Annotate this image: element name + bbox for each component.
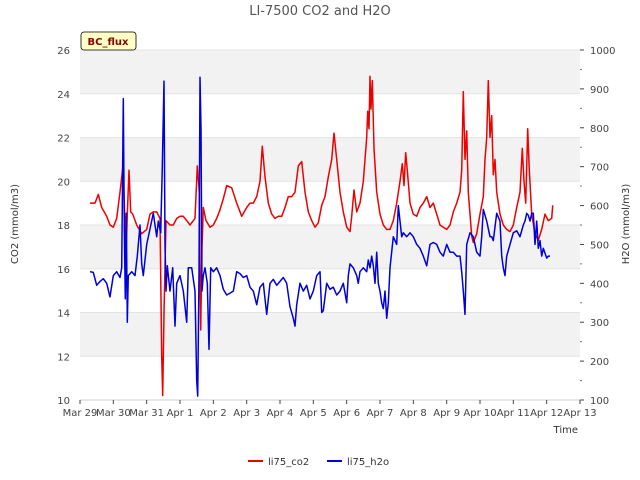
legend-label-h2o: li75_h2o <box>347 457 389 468</box>
y-tick-label: 16 <box>57 265 70 276</box>
x-tick-label: Apr 10 <box>463 408 496 419</box>
y2-tick-label: 200 <box>590 357 609 368</box>
y2-tick-label: 300 <box>590 318 609 329</box>
chart-title: LI-7500 CO2 and H2O <box>249 4 391 19</box>
x-tick-label: Apr 9 <box>433 408 460 419</box>
series-line-li75_h2o <box>89 76 550 397</box>
x-tick-label: Apr 11 <box>497 408 530 419</box>
x-tick-label: Mar 30 <box>96 408 131 419</box>
y2-tick-label: 400 <box>590 279 609 290</box>
x-tick-label: Apr 6 <box>333 408 360 419</box>
y-tick-label: 14 <box>57 309 70 320</box>
x-tick-label: Apr 12 <box>530 408 563 419</box>
series-line-li75_co2 <box>90 75 554 397</box>
x-tick-label: Apr 2 <box>200 408 227 419</box>
y-tick-label: 20 <box>57 177 70 188</box>
y-tick-label: 10 <box>57 396 70 407</box>
series-layer <box>89 75 554 397</box>
y2-tick-label: 800 <box>590 124 609 135</box>
flux-badge-box <box>80 31 137 51</box>
y-tick-label: 22 <box>57 134 70 145</box>
y-tick-label: 12 <box>57 352 70 363</box>
y2-tick-label: 500 <box>590 240 609 251</box>
x-tick-label: Apr 13 <box>563 408 596 419</box>
y-tick-label: 24 <box>57 90 70 101</box>
tick-labels: 10 12 14 16 18 20 22 24 26 100 200 300 400 500 600 700 8… <box>57 46 615 419</box>
x-axis-title: Time <box>553 425 578 436</box>
flux-badge-label: BC_flux <box>88 37 129 48</box>
legend-label-co2: li75_co2 <box>268 457 309 468</box>
flux-badge: BC_flux <box>80 31 137 51</box>
x-tick-label: Apr 3 <box>233 408 260 419</box>
y2-tick-label: 700 <box>590 163 609 174</box>
grid-band <box>80 225 580 269</box>
grid-band <box>80 137 580 182</box>
grid-band <box>80 312 580 357</box>
y2-axis-title: H2O (mmol/m3) <box>621 184 632 265</box>
x-tick-label: Apr 4 <box>267 408 294 419</box>
x-tick-label: Apr 1 <box>167 408 194 419</box>
y-tick-label: 18 <box>57 221 70 232</box>
y2-tick-label: 100 <box>590 396 609 407</box>
y-tick-label: 26 <box>57 46 70 57</box>
grid-band <box>80 50 580 94</box>
x-tick-label: Mar 31 <box>129 408 164 419</box>
y-axis-title: CO2 (mmol/m3) <box>10 184 21 264</box>
legend: li75_co2 li75_h2o <box>248 457 389 468</box>
y2-tick-label: 1000 <box>590 46 615 57</box>
x-tick-label: Mar 29 <box>63 408 98 419</box>
x-tick-label: Apr 8 <box>400 408 427 419</box>
y2-tick-label: 600 <box>590 202 609 213</box>
x-tick-label: Apr 7 <box>367 408 394 419</box>
grid-bands <box>80 50 580 357</box>
x-tick-label: Apr 5 <box>300 408 327 419</box>
y2-tick-label: 900 <box>590 85 609 96</box>
